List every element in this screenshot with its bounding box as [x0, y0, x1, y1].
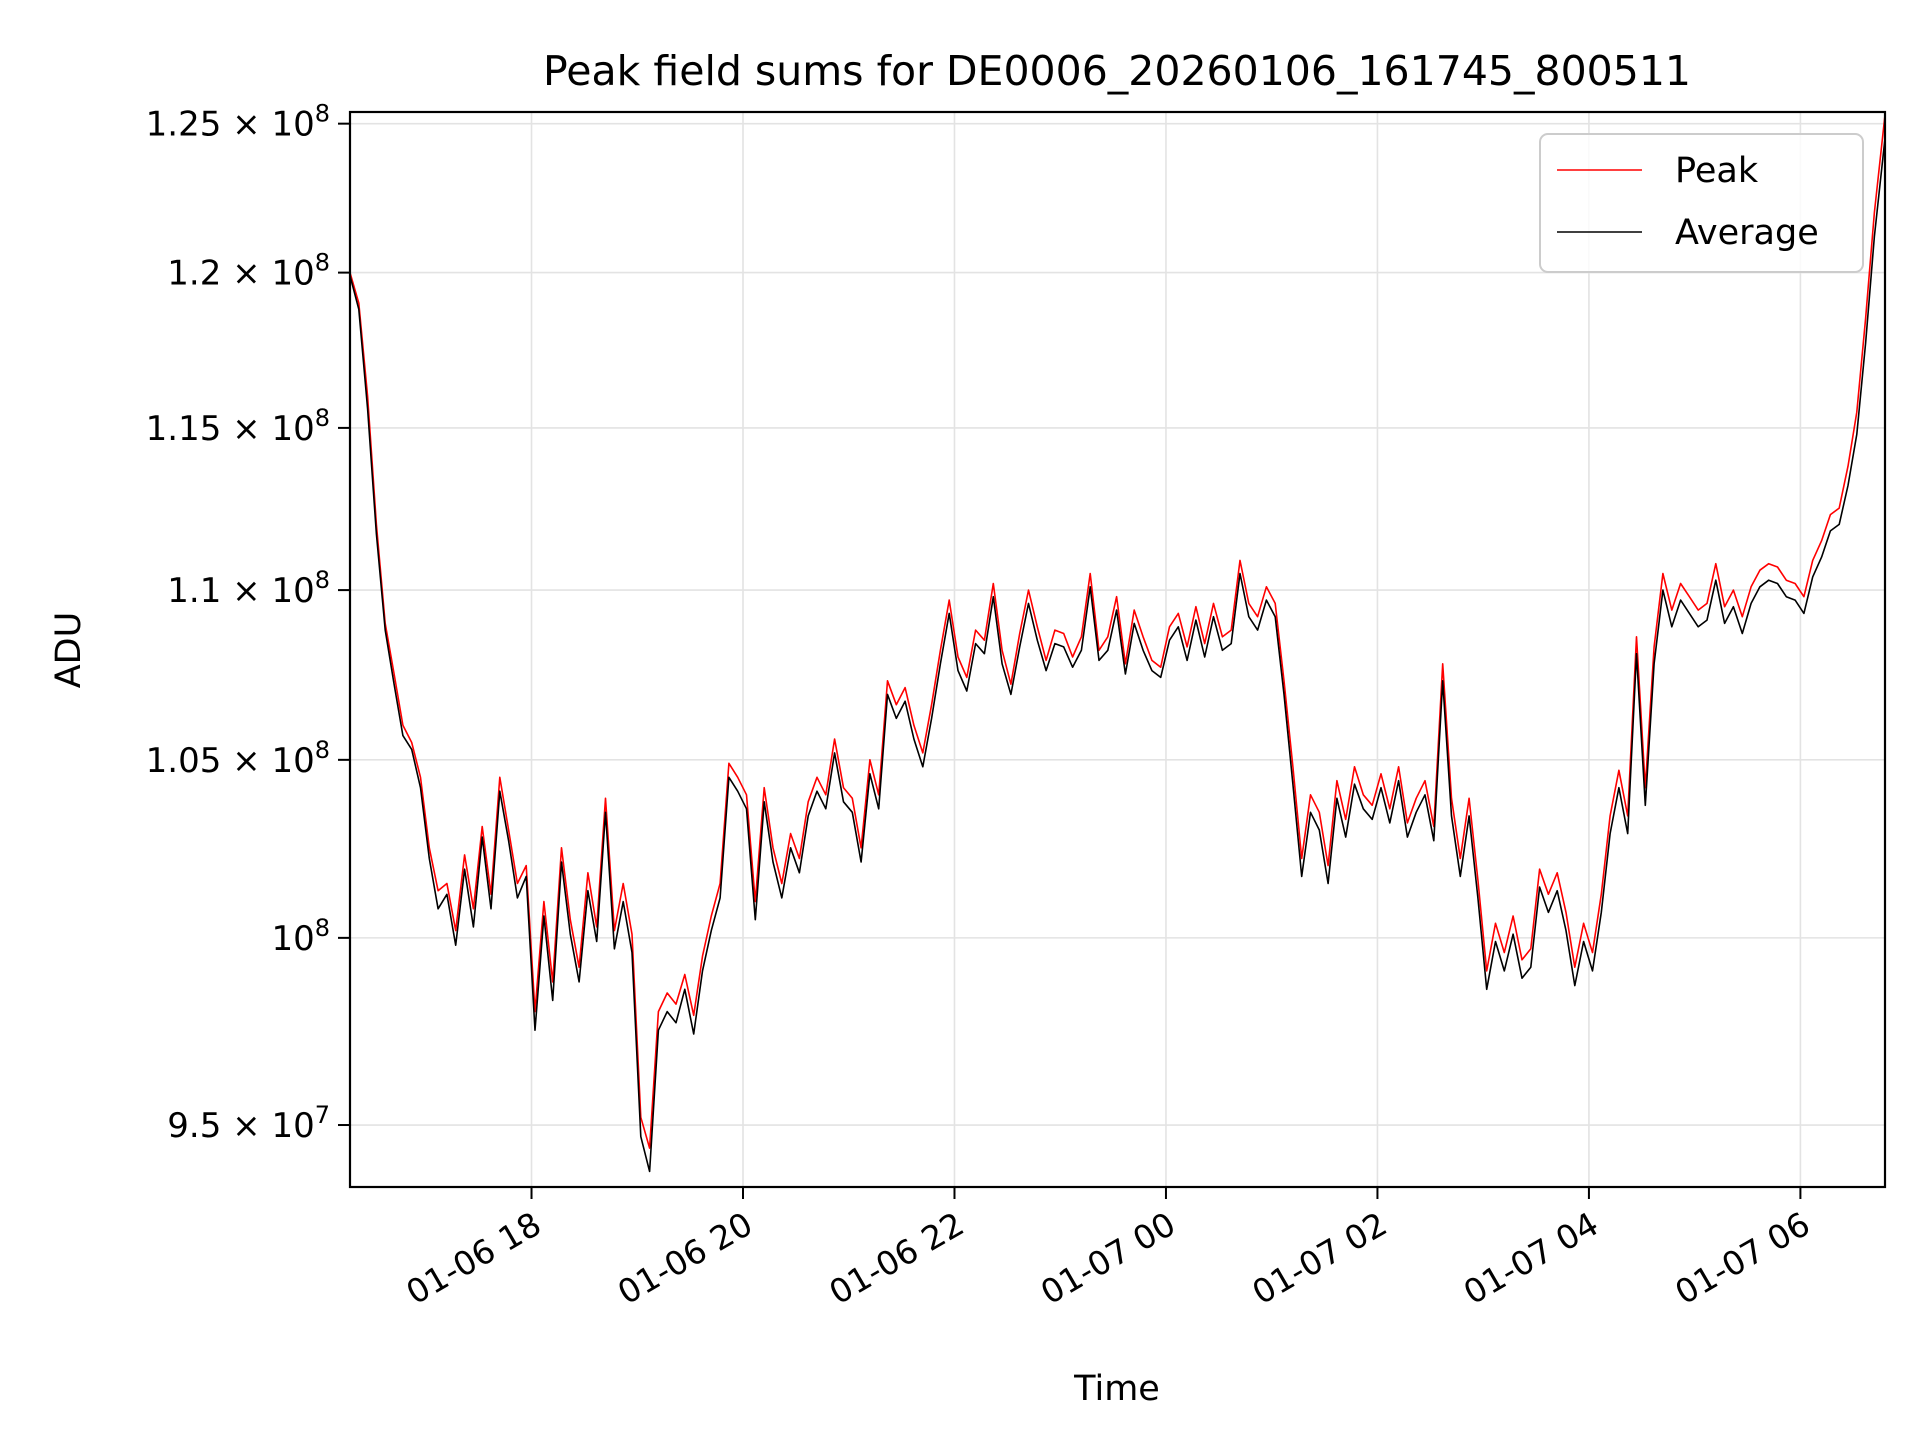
y-tick-label: 1.2 × 108: [167, 249, 330, 294]
y-tick-label: 9.5 × 107: [167, 1101, 330, 1146]
x-axis-label: Time: [1073, 1369, 1160, 1409]
y-tick-label: 1.05 × 108: [146, 736, 330, 781]
chart-title: Peak field sums for DE0006_20260106_1617…: [543, 47, 1691, 95]
legend: Peak Average: [1539, 133, 1864, 273]
legend-box: [1539, 133, 1864, 273]
y-tick-label: 1.1 × 108: [167, 566, 330, 611]
y-tick-label: 1.25 × 108: [146, 100, 330, 145]
y-tick-label: 1.15 × 108: [146, 404, 330, 449]
series-layer: [349, 114, 1886, 1173]
legend-label-average: Average: [1675, 213, 1819, 253]
plot-frame: [348, 110, 1887, 1189]
y-axis-label: ADU: [49, 612, 89, 689]
y-axis: 9.5 × 107 108 1.05 × 108 1.1 × 108 1.15 × 10…: [146, 100, 350, 1146]
series-line-average: [349, 138, 1886, 1173]
y-tick-label: 108: [271, 914, 330, 959]
series-line-peak: [349, 114, 1886, 1149]
legend-label-peak: Peak: [1675, 151, 1759, 191]
